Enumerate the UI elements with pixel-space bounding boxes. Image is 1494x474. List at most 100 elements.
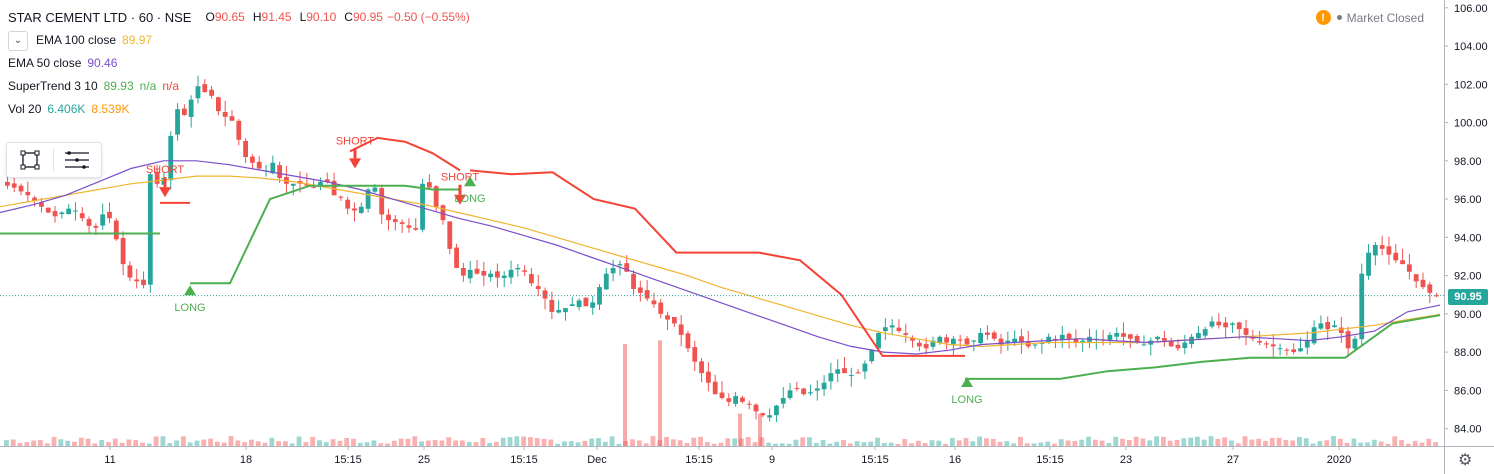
volume-bar bbox=[1297, 436, 1302, 446]
x-tick-label: 2020 bbox=[1327, 454, 1351, 466]
x-tick-label: 9 bbox=[769, 454, 775, 466]
volume-bar bbox=[1188, 437, 1193, 446]
candle-body bbox=[1270, 344, 1276, 347]
candle-body bbox=[522, 270, 528, 272]
candle-body bbox=[147, 174, 153, 285]
volume-bar bbox=[902, 439, 908, 446]
candle-body bbox=[889, 325, 895, 328]
volume-bar bbox=[1385, 443, 1391, 446]
volume-bar bbox=[684, 442, 690, 446]
y-tick-label: 98.00 bbox=[1454, 156, 1482, 168]
volume-bar bbox=[1392, 436, 1398, 446]
candle-body bbox=[950, 338, 956, 346]
candle-body bbox=[1073, 338, 1079, 343]
volume-bar bbox=[1263, 440, 1268, 446]
candle-body bbox=[719, 392, 725, 399]
candle-body bbox=[740, 397, 745, 402]
volume-bar bbox=[555, 443, 561, 446]
candle-body bbox=[488, 273, 494, 278]
volume-bar bbox=[432, 440, 438, 446]
candle-body bbox=[372, 187, 378, 192]
candle-body bbox=[5, 181, 10, 186]
candle-body bbox=[1434, 295, 1439, 297]
volume-bar bbox=[1072, 440, 1078, 446]
candle-body bbox=[93, 225, 99, 228]
candle-body bbox=[345, 199, 351, 209]
volume-bar bbox=[187, 442, 193, 446]
supertrend-value-1: 89.93 bbox=[103, 79, 134, 93]
volume-bar bbox=[466, 441, 472, 446]
candle-body bbox=[658, 302, 664, 314]
candle-body bbox=[460, 267, 466, 276]
volume-bar bbox=[92, 443, 98, 446]
candle-body bbox=[202, 84, 208, 92]
candle-body bbox=[134, 279, 140, 282]
candle-body bbox=[515, 267, 521, 270]
volume-bar bbox=[174, 440, 179, 446]
volume-bar bbox=[65, 440, 71, 446]
short-signal-label: SHORT bbox=[336, 135, 375, 147]
candle-body bbox=[1372, 244, 1378, 256]
candle-body bbox=[120, 237, 126, 265]
volume-spike-bar bbox=[758, 413, 762, 446]
volume-bar bbox=[548, 439, 554, 446]
volume-bar bbox=[1419, 442, 1425, 446]
candle-body bbox=[882, 327, 888, 331]
rectangle-tool[interactable] bbox=[7, 143, 53, 177]
symbol-title: STAR CEMENT LTD · 60 · NSE bbox=[8, 10, 192, 25]
volume-bar bbox=[507, 437, 513, 446]
volume-bar bbox=[1358, 442, 1364, 446]
candle-body bbox=[181, 108, 187, 115]
candle-body bbox=[433, 186, 439, 207]
market-status[interactable]: ! Market Closed bbox=[1311, 9, 1428, 26]
candle-body bbox=[79, 213, 85, 219]
y-tick-label: 84.00 bbox=[1454, 424, 1482, 436]
volume-bar bbox=[1147, 440, 1153, 446]
supertrend-down-line bbox=[469, 169, 965, 357]
legend-volume[interactable]: Vol 20 6.406K 8.539K bbox=[8, 98, 474, 121]
candle-body bbox=[45, 207, 51, 213]
legend-supertrend[interactable]: SuperTrend 3 10 89.93 n/a n/a bbox=[8, 75, 474, 98]
volume-bar bbox=[888, 442, 894, 446]
drawing-toolbox bbox=[6, 142, 102, 178]
candle-body bbox=[1209, 321, 1215, 327]
candle-body bbox=[1114, 332, 1120, 337]
volume-bar bbox=[773, 443, 778, 446]
volume-bar bbox=[1399, 439, 1404, 446]
x-tick-label: 15:15 bbox=[861, 454, 889, 466]
list-tool[interactable] bbox=[54, 143, 100, 177]
y-tick-label: 92.00 bbox=[1454, 271, 1482, 283]
volume-bar bbox=[1201, 439, 1207, 446]
volume-bar bbox=[1045, 441, 1051, 446]
candle-body bbox=[11, 183, 17, 188]
candle-body bbox=[1311, 327, 1317, 344]
candle-body bbox=[1175, 344, 1181, 349]
chevron-down-icon[interactable]: ⌄ bbox=[8, 30, 28, 51]
gear-icon[interactable]: ⚙ bbox=[1458, 452, 1473, 469]
volume-bar bbox=[1086, 436, 1091, 446]
candle-body bbox=[746, 403, 752, 405]
volume-bar bbox=[766, 442, 772, 446]
candle-body bbox=[1345, 331, 1351, 349]
candle-body bbox=[413, 228, 419, 230]
list-icon bbox=[65, 151, 89, 169]
candle-body bbox=[944, 337, 949, 343]
candle-body bbox=[39, 202, 44, 207]
candle-body bbox=[1019, 336, 1024, 343]
volume-bar bbox=[1052, 443, 1057, 446]
volume-bar bbox=[289, 443, 295, 446]
volume-bar bbox=[1031, 443, 1037, 446]
candle-body bbox=[311, 186, 317, 188]
volume-bar bbox=[643, 443, 649, 446]
volume-bar bbox=[807, 437, 812, 446]
legend-ema50[interactable]: EMA 50 close 90.46 bbox=[8, 52, 474, 75]
candle-body bbox=[168, 135, 174, 181]
candle-body bbox=[215, 97, 221, 112]
short-signal-arrow bbox=[349, 158, 361, 169]
volume-bar bbox=[514, 436, 520, 446]
volume-bar bbox=[1079, 439, 1085, 446]
volume-bar bbox=[228, 436, 234, 446]
legend-ema100[interactable]: ⌄ EMA 100 close 89.97 bbox=[8, 29, 474, 52]
candle-body bbox=[1230, 323, 1235, 325]
